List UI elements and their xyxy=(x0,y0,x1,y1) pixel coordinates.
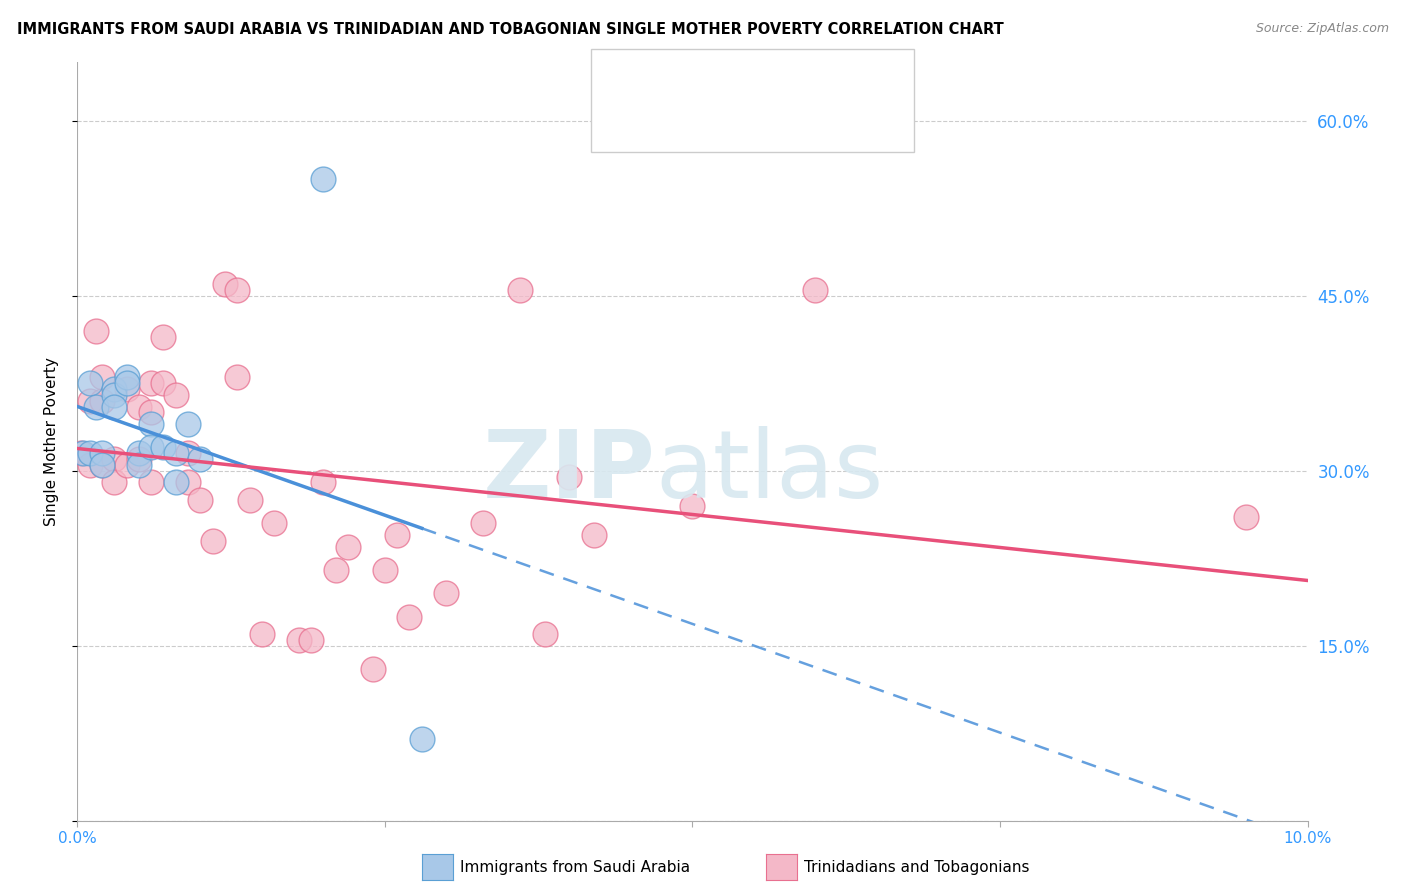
Point xyxy=(239,492,262,507)
Point xyxy=(1234,510,1257,524)
Point xyxy=(165,446,187,460)
Point xyxy=(90,458,114,472)
Point xyxy=(141,417,163,431)
Point xyxy=(299,632,322,647)
Point xyxy=(288,632,311,647)
Point xyxy=(188,452,212,467)
Point xyxy=(103,382,125,396)
Point xyxy=(141,376,163,391)
Point xyxy=(103,388,125,402)
Point xyxy=(385,528,409,542)
Point xyxy=(90,393,114,408)
Point xyxy=(152,329,174,343)
Text: IMMIGRANTS FROM SAUDI ARABIA VS TRINIDADIAN AND TOBAGONIAN SINGLE MOTHER POVERTY: IMMIGRANTS FROM SAUDI ARABIA VS TRINIDAD… xyxy=(17,22,1004,37)
Point xyxy=(79,393,101,408)
Point xyxy=(152,376,174,391)
Point xyxy=(90,446,114,460)
Point xyxy=(72,446,94,460)
Point xyxy=(583,528,606,542)
Text: Trinidadians and Tobagonians: Trinidadians and Tobagonians xyxy=(804,860,1029,874)
Point xyxy=(337,540,360,554)
Y-axis label: Single Mother Poverty: Single Mother Poverty xyxy=(44,357,59,526)
Text: R =: R = xyxy=(648,70,688,87)
Text: Source: ZipAtlas.com: Source: ZipAtlas.com xyxy=(1256,22,1389,36)
Point xyxy=(534,627,557,641)
Point xyxy=(436,586,458,600)
Point xyxy=(103,452,125,467)
Point xyxy=(115,370,138,384)
Point xyxy=(103,400,125,414)
Point xyxy=(90,370,114,384)
Point xyxy=(177,417,200,431)
Point xyxy=(141,441,163,455)
Text: 22: 22 xyxy=(775,70,800,87)
Point xyxy=(201,533,224,548)
Point xyxy=(263,516,285,531)
Text: N =: N = xyxy=(745,70,785,87)
Point xyxy=(128,400,150,414)
Point xyxy=(141,475,163,490)
Point xyxy=(509,283,531,297)
Point xyxy=(312,172,335,186)
Point xyxy=(115,458,138,472)
Point xyxy=(226,283,249,297)
Point xyxy=(70,446,93,460)
Text: N =: N = xyxy=(745,109,785,127)
Point xyxy=(79,458,101,472)
Text: 0.055: 0.055 xyxy=(678,70,734,87)
Point xyxy=(411,731,433,746)
Point xyxy=(398,609,420,624)
Point xyxy=(374,563,396,577)
Text: Immigrants from Saudi Arabia: Immigrants from Saudi Arabia xyxy=(460,860,690,874)
Point xyxy=(325,563,347,577)
Point xyxy=(141,405,163,419)
Point xyxy=(165,388,187,402)
Point xyxy=(79,376,101,391)
Text: -0.211: -0.211 xyxy=(678,109,742,127)
Text: atlas: atlas xyxy=(655,425,884,518)
Point xyxy=(152,441,174,455)
Point xyxy=(250,627,273,641)
Point xyxy=(214,277,236,291)
Point xyxy=(361,662,384,676)
Point xyxy=(472,516,495,531)
Point xyxy=(682,499,704,513)
Point xyxy=(128,452,150,467)
Point xyxy=(312,475,335,490)
Point xyxy=(103,475,125,490)
Point xyxy=(558,469,581,483)
Point xyxy=(188,492,212,507)
Point xyxy=(226,370,249,384)
Text: ZIP: ZIP xyxy=(482,425,655,518)
Point xyxy=(84,400,107,414)
Point xyxy=(115,376,138,391)
Point xyxy=(128,458,150,472)
Point xyxy=(165,475,187,490)
Point xyxy=(804,283,827,297)
Point xyxy=(79,446,101,460)
Point xyxy=(115,382,138,396)
Point xyxy=(177,446,200,460)
Point xyxy=(177,475,200,490)
Point xyxy=(90,458,114,472)
Text: R =: R = xyxy=(648,109,688,127)
Text: 47: 47 xyxy=(775,109,800,127)
Point xyxy=(128,446,150,460)
Point xyxy=(84,324,107,338)
